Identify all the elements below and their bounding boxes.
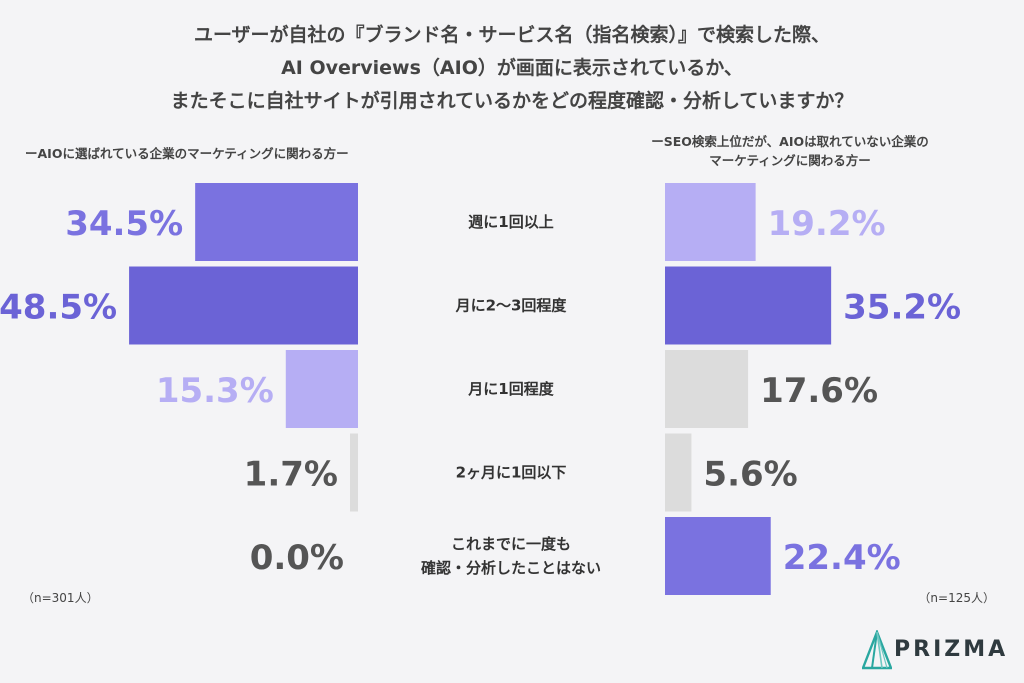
right-data-label: 19.2%	[768, 204, 886, 244]
title-line-1: ユーザーが自社の『ブランド名・サービス名（指名検索）』で検索した際、	[193, 24, 831, 46]
right-data-label: 22.4%	[783, 538, 901, 578]
right-series-name: ーSEO検索上位だが、AIOは取れていない企業の	[651, 134, 929, 149]
right-data-label: 17.6%	[760, 371, 878, 411]
left-sample-size: （n=301人）	[22, 591, 99, 605]
title-line-2: AI Overviews（AIO）が画面に表示されているか、	[281, 57, 743, 79]
left-series-name: ーAIOに選ばれている企業のマーケティングに関わる方ー	[25, 146, 349, 161]
right-bar	[665, 183, 756, 261]
category-label: 月に1回程度	[467, 380, 554, 398]
left-bar	[349, 433, 358, 512]
category-label: 2ヶ月に1回以下	[456, 464, 567, 482]
right-bar	[665, 266, 832, 345]
left-data-label: 48.5%	[0, 288, 117, 328]
prism-triangle-icon	[861, 628, 893, 670]
left-data-label: 15.3%	[156, 371, 274, 411]
left-bar	[129, 266, 358, 345]
left-bar	[285, 350, 358, 428]
right-bar	[665, 433, 692, 512]
right-sample-size: （n=125人）	[918, 591, 995, 605]
right-data-label: 35.2%	[843, 288, 961, 328]
category-label: 月に2～3回程度	[455, 297, 568, 315]
category-label: 確認・分析したことはない	[420, 559, 601, 577]
category-label: これまでに一度も	[451, 535, 571, 553]
left-bar	[195, 183, 358, 261]
left-data-label: 34.5%	[65, 204, 183, 244]
left-data-label: 1.7%	[244, 455, 338, 495]
right-data-label: 5.6%	[703, 455, 797, 495]
left-data-label: 0.0%	[250, 538, 344, 578]
prizma-logo: PRIZMA	[861, 628, 1012, 674]
right-bar	[665, 350, 749, 428]
right-bar	[665, 517, 771, 595]
brand-name: PRIZMA	[894, 637, 1009, 662]
right-series-name: マーケティングに関わる方ー	[709, 153, 871, 168]
category-label: 週に1回以上	[468, 213, 553, 231]
title-line-3: またそこに自社サイトが引用されているかをどの程度確認・分析していますか？	[170, 90, 854, 112]
